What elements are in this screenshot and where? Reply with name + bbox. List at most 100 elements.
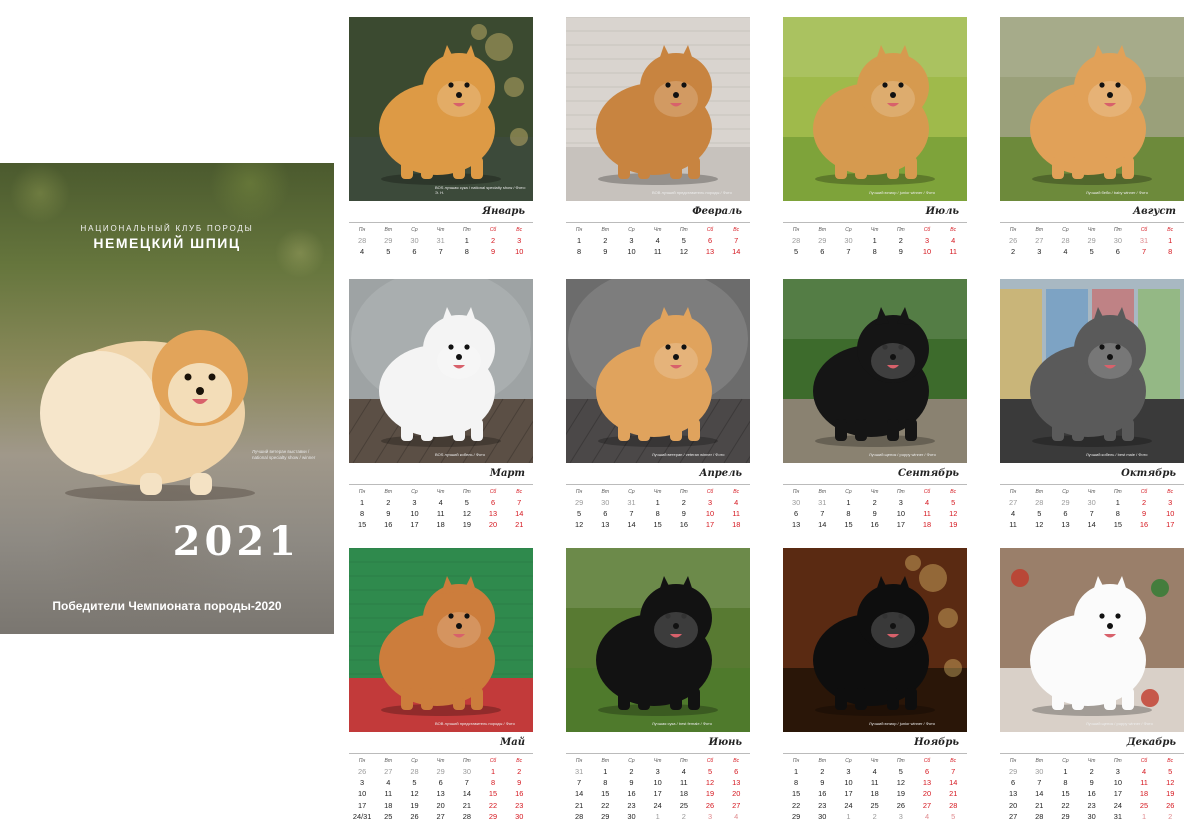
calendar-week-row: 13 14 15 16 17 18 19 (783, 519, 967, 530)
weekday-label: Чт (436, 227, 445, 233)
calendar-day: 15 (1061, 789, 1070, 799)
cover-photo-caption: Лучший ветеран выставки / national speci… (252, 449, 316, 460)
calendar-day: 29 (436, 767, 445, 776)
calendar-day: 9 (603, 247, 608, 257)
calendar-day: 26 (1166, 800, 1175, 810)
weekday-label: Вт (1035, 227, 1044, 233)
dog-photo (566, 279, 750, 463)
calendar-day: 31 (1113, 811, 1122, 821)
calendar-divider (349, 753, 533, 754)
calendar-day: 28 (410, 767, 419, 776)
calendar-week-row: 12 13 14 15 16 17 18 (566, 519, 750, 530)
calendar-day: 1 (464, 236, 469, 245)
calendar-day: 11 (384, 789, 393, 799)
calendar-day: 10 (1113, 778, 1122, 788)
calendar-day: 30 (627, 811, 636, 821)
calendar-week-row: 11 12 13 14 15 16 17 (1000, 519, 1184, 530)
calendar-day: 29 (1008, 767, 1018, 776)
calendar-day: 5 (1089, 247, 1094, 257)
calendar-day: 1 (1063, 767, 1068, 776)
calendar-day: 22 (1061, 800, 1070, 810)
weekday-label: Вс (516, 758, 523, 764)
month-name: Февраль (692, 206, 742, 217)
weekday-label: Чт (870, 489, 879, 495)
weekday-label: Ср (628, 758, 635, 764)
calendar-table: Пн Вт Ср Чт Пт Сб Вс 1 2 3 4 5 6 7 8 9 10 11 12 13 14 15 16 17 1… (349, 484, 533, 531)
calendar-day: 2 (898, 236, 903, 245)
calendar-week-row: 21 22 23 24 25 26 27 (566, 800, 750, 811)
calendar-day: 6 (794, 509, 799, 519)
weekday-label: Сб (923, 758, 931, 764)
calendar-day: 29 (488, 811, 498, 821)
calendar-day: 2 (872, 811, 877, 821)
dog-photo (349, 17, 533, 201)
calendar-day: 31 (818, 498, 827, 507)
calendar-day: 11 (732, 509, 741, 519)
calendar-day: 7 (577, 778, 582, 788)
calendar-day: 12 (949, 509, 958, 519)
calendar-week-row: 28 29 30 1 2 3 4 (783, 235, 967, 246)
calendar-day: 14 (732, 247, 741, 257)
calendar-day: 23 (1087, 800, 1096, 810)
photo-caption: BOB лучший представитель породы / Фото (435, 721, 515, 726)
calendar-day: 5 (1037, 509, 1042, 519)
calendar-divider (566, 484, 750, 485)
calendar-day: 2 (517, 767, 522, 776)
month-card: BOS лучшая сука / national specialty sho… (349, 17, 533, 285)
month-card: Лучший щенок / puppy winner / Фото Декабр… (1000, 548, 1184, 821)
calendar-day: 25 (1139, 800, 1149, 810)
weekday-header: Пн Вт Ср Чт Пт Сб Вс (566, 487, 750, 497)
weekday-label: Сб (923, 227, 931, 233)
month-photo: BOB лучший представитель породы / Фото (349, 548, 533, 732)
calendar-day: 10 (922, 247, 932, 257)
photo-caption: Лучший щенок / puppy winner / Фото (869, 452, 936, 457)
weekday-label: Чт (653, 227, 662, 233)
calendar-day: 1 (577, 236, 582, 245)
calendar-day: 30 (410, 236, 419, 245)
weekday-label: Чт (436, 758, 445, 764)
weekday-label: Сб (706, 758, 714, 764)
calendar-day: 17 (1113, 789, 1122, 799)
weekday-label: Пт (896, 758, 905, 764)
weekday-label: Сб (1140, 227, 1148, 233)
calendar-day: 2 (1011, 247, 1016, 257)
calendar-day: 16 (384, 520, 393, 530)
calendar-day: 28 (1035, 498, 1044, 507)
calendar-week-row: 30 31 1 2 3 4 5 (783, 497, 967, 508)
calendar-day: 28 (462, 811, 471, 821)
calendar-week-row: 13 14 15 16 17 18 19 (1000, 788, 1184, 799)
calendar-divider (566, 222, 750, 223)
calendar-day: 2 (820, 767, 825, 776)
month-photo: Лучший беби / baby winner / Фото (1000, 17, 1184, 201)
weekday-label: Ср (628, 489, 635, 495)
weekday-label: Пт (462, 489, 471, 495)
weekday-label: Ср (411, 227, 418, 233)
calendar-day: 30 (1087, 811, 1096, 821)
calendar-day: 9 (629, 778, 634, 788)
weekday-label: Ср (845, 227, 852, 233)
calendar-day: 24 (1113, 800, 1122, 810)
calendar-day: 7 (1141, 247, 1147, 257)
calendar-day: 6 (1063, 509, 1068, 519)
calendar-day: 21 (1035, 800, 1044, 810)
calendar-day: 16 (627, 789, 636, 799)
photo-caption: BOS лучший кобель / Фото (435, 452, 486, 457)
calendar-day: 17 (896, 520, 905, 530)
calendar-day: 25 (679, 800, 688, 810)
calendar-day: 7 (1037, 778, 1042, 788)
calendar-day: 1 (1168, 236, 1173, 245)
calendar-day: 7 (1089, 509, 1094, 519)
calendar-day: 16 (679, 520, 688, 530)
calendar-day: 11 (1009, 520, 1017, 530)
calendar-table: Пн Вт Ср Чт Пт Сб Вс 27 28 29 30 1 2 3 4 5 6 7 8 9 10 11 12 13 1… (1000, 484, 1184, 531)
calendar-table: Пн Вт Ср Чт Пт Сб Вс 29 30 1 2 3 4 5 6 7 8 9 10 11 12 13 14 15 1… (1000, 753, 1184, 822)
weekday-label: Сб (1140, 758, 1148, 764)
calendar-day: 5 (386, 247, 391, 257)
weekday-label: Вс (1167, 227, 1174, 233)
weekday-label: Вт (384, 227, 393, 233)
calendar-day: 20 (922, 789, 932, 799)
weekday-label: Сб (923, 489, 931, 495)
calendar-divider (1000, 484, 1184, 485)
calendar-day: 4 (924, 811, 930, 821)
calendar-day: 29 (791, 811, 801, 821)
